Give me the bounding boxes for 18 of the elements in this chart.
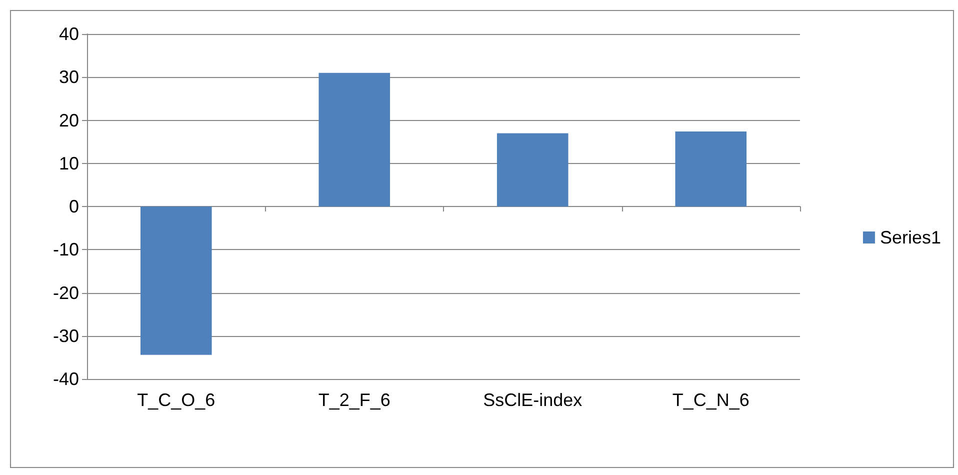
y-tick-label: -30 [52, 326, 79, 346]
y-tick-label: 30 [58, 67, 79, 88]
y-tick-label: 40 [58, 24, 79, 44]
x-tick-label: SsClE-index [483, 390, 582, 410]
bar [496, 133, 568, 206]
bar [140, 206, 212, 355]
y-tick-label: 0 [68, 196, 79, 216]
x-tick-label: T_C_N_6 [672, 390, 750, 410]
y-tick-label: 20 [58, 110, 79, 130]
bar [318, 72, 390, 206]
y-tick-label: -10 [52, 240, 79, 260]
x-tick-label: T_C_O_6 [137, 390, 216, 410]
y-tick-label: -40 [52, 369, 79, 389]
y-tick-label: -20 [52, 282, 79, 303]
bar [675, 131, 747, 206]
x-tick-label: T_2_F_6 [318, 390, 390, 410]
y-tick-label: 10 [58, 153, 79, 174]
legend-label: Series1 [880, 228, 941, 248]
